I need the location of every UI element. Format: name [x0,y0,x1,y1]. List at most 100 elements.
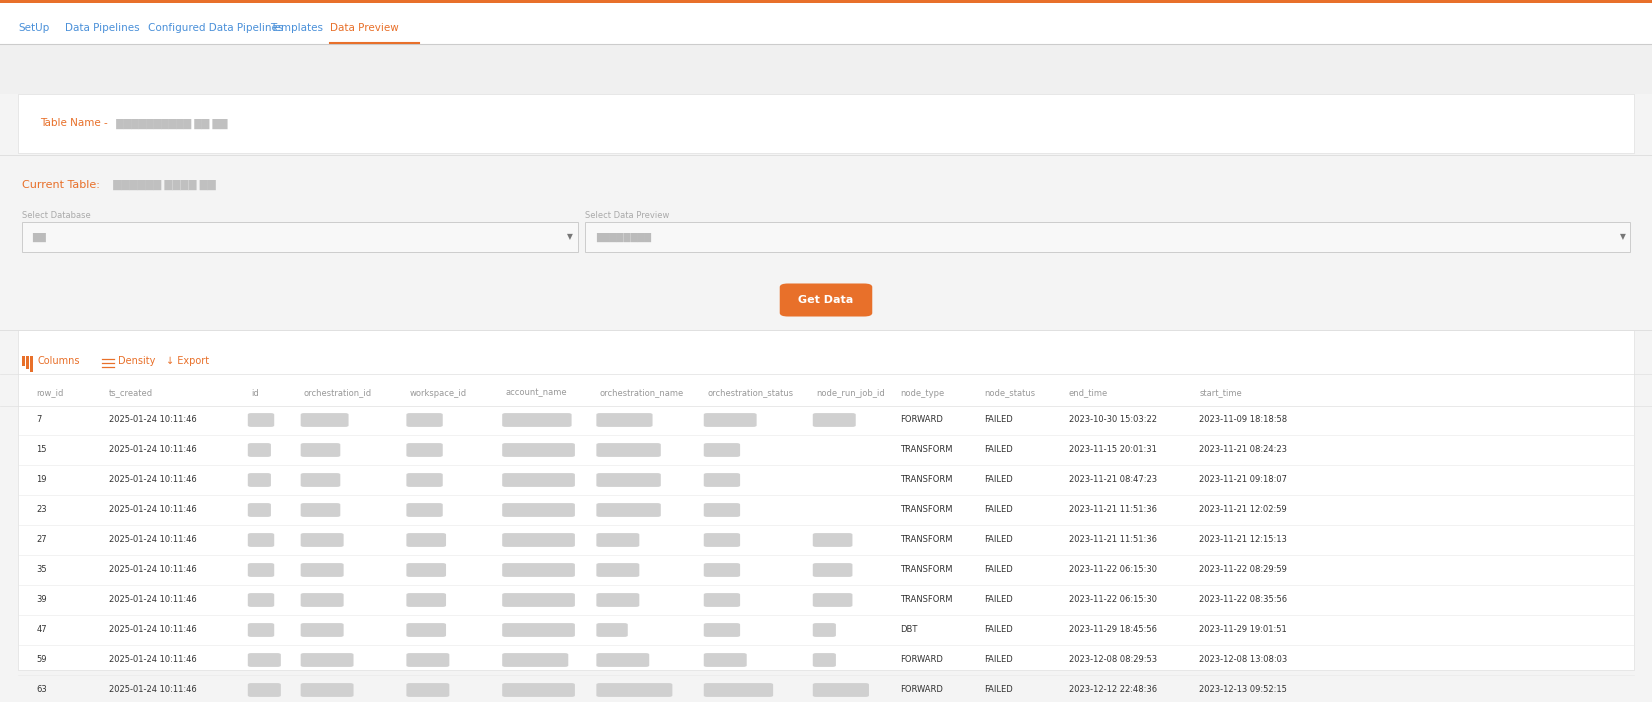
FancyBboxPatch shape [596,413,653,427]
Text: 59: 59 [36,656,46,665]
FancyBboxPatch shape [406,473,443,487]
Text: 2023-11-21 11:51:36: 2023-11-21 11:51:36 [1069,505,1156,515]
Text: 2025-01-24 10:11:46: 2025-01-24 10:11:46 [109,505,197,515]
Text: 2025-01-24 10:11:46: 2025-01-24 10:11:46 [109,536,197,545]
Text: 2025-01-24 10:11:46: 2025-01-24 10:11:46 [109,566,197,574]
FancyBboxPatch shape [406,683,449,697]
Text: row_id: row_id [36,388,64,397]
Text: Data Preview: Data Preview [330,23,398,33]
Text: ████████: ████████ [596,232,651,241]
FancyBboxPatch shape [406,593,446,607]
FancyBboxPatch shape [502,593,575,607]
FancyBboxPatch shape [301,503,340,517]
FancyBboxPatch shape [813,683,869,697]
Text: 2023-11-21 08:24:23: 2023-11-21 08:24:23 [1199,446,1287,454]
FancyBboxPatch shape [406,563,446,577]
FancyBboxPatch shape [26,356,30,369]
FancyBboxPatch shape [704,533,740,547]
FancyBboxPatch shape [248,593,274,607]
Text: DBT: DBT [900,625,919,635]
Text: 19: 19 [36,475,46,484]
FancyBboxPatch shape [301,413,349,427]
Text: ↓ Export: ↓ Export [165,356,210,366]
FancyBboxPatch shape [406,413,443,427]
Text: TRANSFORM: TRANSFORM [900,475,953,484]
Text: 2023-12-08 08:29:53: 2023-12-08 08:29:53 [1069,656,1156,665]
FancyBboxPatch shape [585,222,1631,252]
Text: Table Name -: Table Name - [40,119,107,128]
FancyBboxPatch shape [406,533,446,547]
FancyBboxPatch shape [18,94,1634,153]
Text: workspace_id: workspace_id [410,388,468,397]
Text: 2023-11-21 11:51:36: 2023-11-21 11:51:36 [1069,536,1156,545]
FancyBboxPatch shape [813,563,852,577]
Text: ▼: ▼ [567,232,573,241]
Text: 2025-01-24 10:11:46: 2025-01-24 10:11:46 [109,475,197,484]
FancyBboxPatch shape [248,683,281,697]
Text: 2023-10-30 15:03:22: 2023-10-30 15:03:22 [1069,416,1156,425]
Text: ts_created: ts_created [109,388,154,397]
FancyBboxPatch shape [813,623,836,637]
Text: Current Table:: Current Table: [21,180,99,190]
FancyBboxPatch shape [406,443,443,457]
FancyBboxPatch shape [301,563,344,577]
Text: 23: 23 [36,505,46,515]
Text: 2023-11-21 09:18:07: 2023-11-21 09:18:07 [1199,475,1287,484]
Text: FAILED: FAILED [985,685,1013,694]
FancyBboxPatch shape [704,413,757,427]
Text: node_status: node_status [985,388,1036,397]
FancyBboxPatch shape [406,653,449,667]
Text: ▼: ▼ [1621,232,1626,241]
FancyBboxPatch shape [780,284,872,317]
Text: 2025-01-24 10:11:46: 2025-01-24 10:11:46 [109,685,197,694]
FancyBboxPatch shape [301,473,340,487]
FancyBboxPatch shape [21,356,25,366]
FancyBboxPatch shape [0,0,1652,3]
Text: 2023-11-21 08:47:23: 2023-11-21 08:47:23 [1069,475,1156,484]
Text: orchestration_name: orchestration_name [600,388,684,397]
Text: 35: 35 [36,566,46,574]
FancyBboxPatch shape [596,563,639,577]
Text: 2023-11-22 08:35:56: 2023-11-22 08:35:56 [1199,595,1287,604]
Text: 2023-11-21 12:15:13: 2023-11-21 12:15:13 [1199,536,1287,545]
Text: SetUp: SetUp [18,23,50,33]
Text: 2023-12-12 22:48:36: 2023-12-12 22:48:36 [1069,685,1156,694]
Text: 27: 27 [36,536,46,545]
Text: 2025-01-24 10:11:46: 2025-01-24 10:11:46 [109,656,197,665]
FancyBboxPatch shape [596,683,672,697]
Text: Templates: Templates [269,23,324,33]
FancyBboxPatch shape [0,0,1652,44]
Text: 2023-12-08 13:08:03: 2023-12-08 13:08:03 [1199,656,1287,665]
Text: 39: 39 [36,595,46,604]
Text: ██████████ ██ ██: ██████████ ██ ██ [111,119,228,128]
FancyBboxPatch shape [406,503,443,517]
Text: Columns: Columns [38,356,81,366]
Text: FAILED: FAILED [985,625,1013,635]
FancyBboxPatch shape [596,593,639,607]
Text: 2025-01-24 10:11:46: 2025-01-24 10:11:46 [109,416,197,425]
FancyBboxPatch shape [502,443,575,457]
Text: FORWARD: FORWARD [900,656,943,665]
FancyBboxPatch shape [30,356,33,372]
Text: Get Data: Get Data [798,295,854,305]
FancyBboxPatch shape [301,683,354,697]
Text: account_name: account_name [506,388,567,397]
Text: FAILED: FAILED [985,595,1013,604]
Text: FAILED: FAILED [985,416,1013,425]
Text: FAILED: FAILED [985,566,1013,574]
Text: Select Database: Select Database [21,211,91,220]
Text: 2023-11-22 06:15:30: 2023-11-22 06:15:30 [1069,595,1156,604]
Text: 2023-11-15 20:01:31: 2023-11-15 20:01:31 [1069,446,1156,454]
FancyBboxPatch shape [813,653,836,667]
FancyBboxPatch shape [704,653,747,667]
Text: 47: 47 [36,625,46,635]
FancyBboxPatch shape [301,443,340,457]
FancyBboxPatch shape [704,683,773,697]
FancyBboxPatch shape [248,563,274,577]
Text: FAILED: FAILED [985,505,1013,515]
FancyBboxPatch shape [502,683,575,697]
Text: TRANSFORM: TRANSFORM [900,536,953,545]
FancyBboxPatch shape [248,503,271,517]
Text: 2025-01-24 10:11:46: 2025-01-24 10:11:46 [109,595,197,604]
FancyBboxPatch shape [301,533,344,547]
